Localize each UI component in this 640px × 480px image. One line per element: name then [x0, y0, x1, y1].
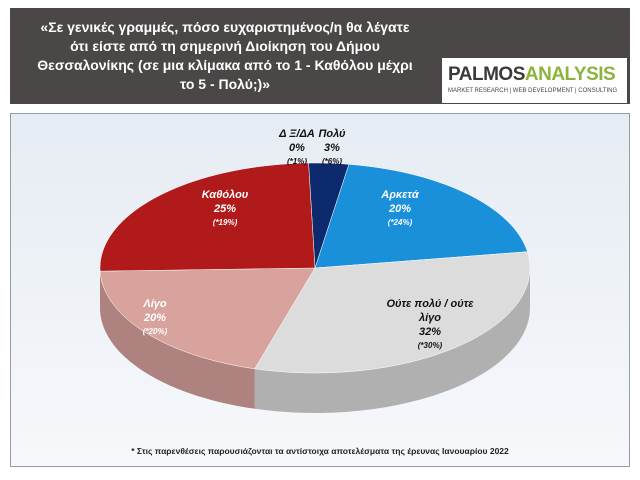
- previous-label: (*24%): [387, 218, 413, 227]
- previous-label: (*20%): [142, 327, 168, 336]
- previous-label: (*6%): [321, 157, 342, 166]
- slice-label: Λίγο 20% (*20%): [143, 297, 167, 339]
- pie-slice: [99, 267, 316, 370]
- pie-slice: [254, 251, 531, 374]
- category-label: Λίγο: [143, 298, 167, 310]
- value-label: 0%: [289, 142, 305, 154]
- value-label: 20%: [143, 312, 167, 324]
- footnote: * Στις παρενθέσεις παρουσιάζονται τα αντ…: [131, 446, 509, 456]
- chart-title: «Σε γενικές γραμμές, πόσο ευχαριστημένος…: [37, 19, 413, 92]
- slice-label: Δ Ξ/ΔΑ 0% (*1%): [279, 127, 315, 169]
- category-label: Δ Ξ/ΔΑ: [279, 128, 315, 140]
- logo: PALMOSANALYSIS MARKET RESEARCH | WEB DEV…: [442, 58, 627, 103]
- category-label: Ούτε πολύ / ούτε λίγο: [386, 298, 474, 324]
- slice-label: Πολύ 3% (*6%): [318, 127, 345, 169]
- slice-label: Ούτε πολύ / ούτε λίγο 32% (*30%): [378, 297, 483, 353]
- pie-slice: [314, 164, 528, 269]
- pie-side: [254, 268, 530, 413]
- pie-slice: [99, 162, 316, 272]
- category-label: Πολύ: [318, 128, 346, 140]
- category-label: Καθόλου: [201, 189, 249, 201]
- previous-label: (*30%): [417, 341, 443, 350]
- category-label: Αρκετά: [381, 189, 419, 201]
- value-label: 32%: [418, 326, 442, 338]
- value-label: 25%: [213, 203, 237, 215]
- pie-side: [100, 271, 255, 409]
- logo-tagline: MARKET RESEARCH | WEB DEVELOPMENT | CONS…: [448, 88, 618, 94]
- previous-label: (*19%): [212, 218, 238, 227]
- value-label: 20%: [388, 203, 412, 215]
- value-label: 3%: [324, 142, 340, 154]
- logo-left: PALMOS: [448, 64, 525, 85]
- logo-right: ANALYSIS: [524, 64, 616, 85]
- pie-slice: [308, 162, 350, 269]
- previous-label: (*1%): [286, 157, 307, 166]
- logo-text: PALMOSANALYSIS: [448, 64, 616, 86]
- slice-label: Καθόλου 25% (*19%): [202, 188, 249, 230]
- slice-label: Αρκετά 20% (*24%): [381, 188, 418, 230]
- header: «Σε γενικές γραμμές, πόσο ευχαριστημένος…: [10, 8, 630, 104]
